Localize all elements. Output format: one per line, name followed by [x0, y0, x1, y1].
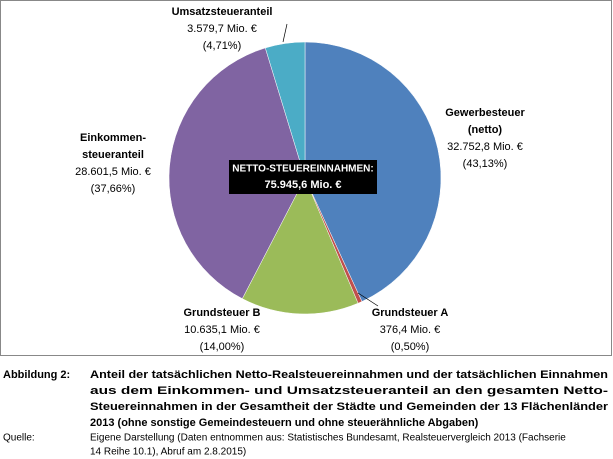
value-label: 3.579,7 Mio. €	[187, 23, 257, 35]
caption-label: Abbildung 2:	[3, 369, 70, 381]
share-label: (14,00%)	[200, 341, 245, 353]
pie-slice	[241, 177, 359, 315]
caption-line: 2013 (ohne sonstige Gemeindesteuern und …	[90, 417, 479, 429]
center-value: 75.945,6 Mio. €	[264, 179, 341, 191]
leader-line	[357, 292, 379, 307]
caption-line: Steuereinnahmen in der Gesamtheit der St…	[90, 401, 609, 413]
share-label: (0,50%)	[391, 341, 430, 353]
source-line: Eigene Darstellung (Daten entnommen aus:…	[90, 433, 566, 444]
pie-slice	[264, 41, 306, 179]
caption-line: aus dem Einkommen- und Umsatzsteuerantei…	[90, 385, 608, 397]
category-label: Gewerbesteuer (netto)	[445, 107, 525, 136]
center-box	[229, 160, 377, 194]
category-label: Einkommen-steueranteil	[80, 132, 146, 161]
source-line: 14 Reihe 10.1), Abruf am 2.8.2015)	[90, 447, 246, 458]
value-label: 32.752,8 Mio. €	[447, 141, 523, 153]
caption-line: Anteil der tatsächlichen Netto-Realsteue…	[90, 369, 608, 381]
value-label: 376,4 Mio. €	[380, 324, 441, 336]
value-label: 28.601,5 Mio. €	[75, 166, 151, 178]
center-label: NETTO-STEUEREINNAHMEN:	[232, 164, 373, 175]
value-label: 10.635,1 Mio. €	[184, 324, 260, 336]
share-label: (43,13%)	[463, 158, 508, 170]
share-label: (4,71%)	[203, 40, 242, 52]
category-label: Umsatzsteueranteil	[172, 6, 273, 18]
source-label: Quelle:	[3, 433, 35, 444]
share-label: (37,66%)	[91, 183, 136, 195]
category-label: Grundsteuer B	[183, 307, 260, 319]
category-label: Grundsteuer A	[372, 307, 449, 319]
leader-line	[282, 23, 288, 43]
